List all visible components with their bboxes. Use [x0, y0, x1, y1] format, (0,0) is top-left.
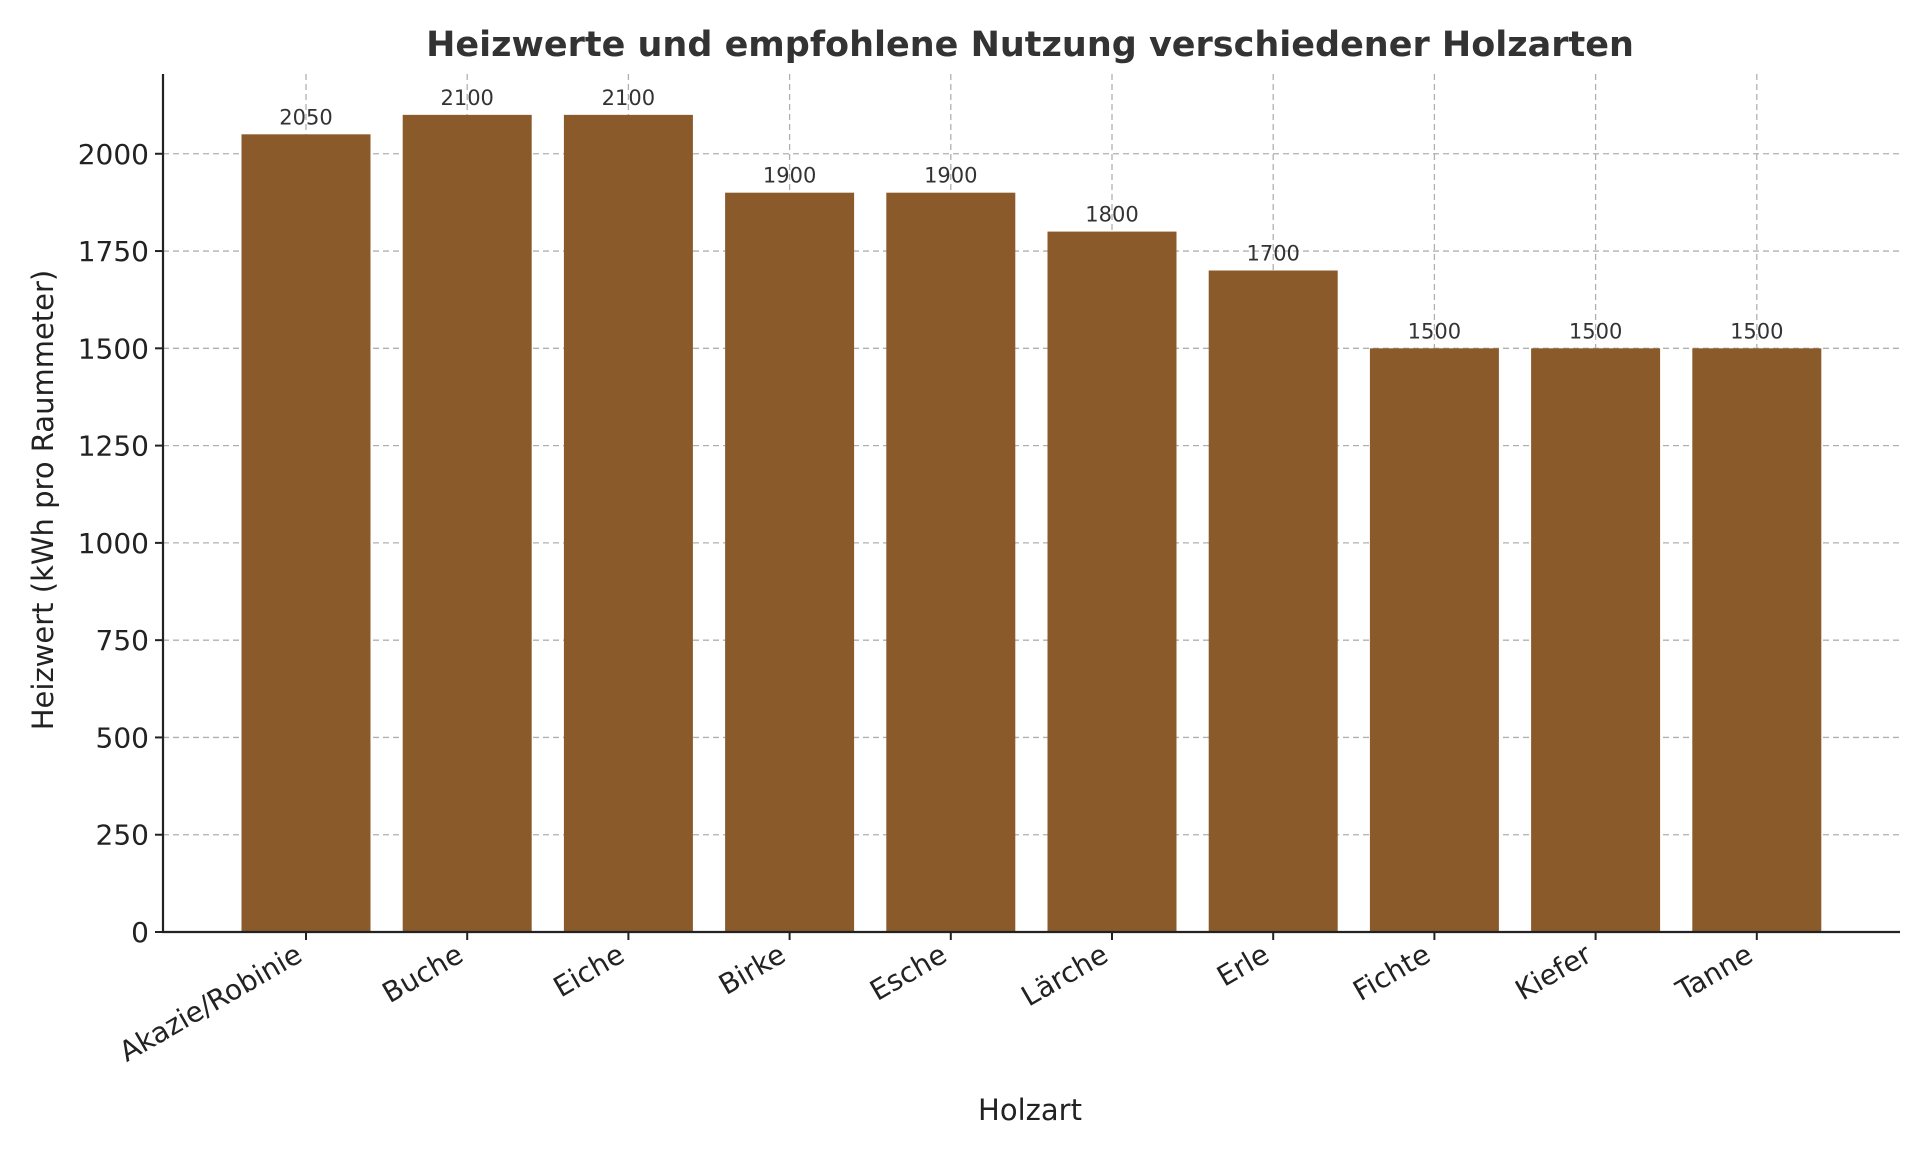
- y-tick-label: 750: [96, 624, 149, 657]
- y-tick-label: 500: [96, 721, 149, 754]
- bar-value-label: 1900: [924, 164, 977, 188]
- bar-value-label: 1800: [1085, 203, 1138, 227]
- bar-kiefer: [1531, 348, 1661, 932]
- x-tick-label: Lärche: [1016, 937, 1114, 1013]
- y-tick-label: 1500: [78, 332, 149, 365]
- bar-value-label: 1900: [763, 164, 816, 188]
- y-tick-label: 250: [96, 819, 149, 852]
- bar-value-label: 1500: [1408, 319, 1461, 343]
- bar-erle: [1208, 270, 1338, 932]
- bar-value-label: 1700: [1246, 242, 1299, 266]
- bar-value-label: 2050: [279, 105, 332, 129]
- bars-layer: [241, 114, 1822, 933]
- x-tick-label: Birke: [713, 937, 791, 1001]
- data-labels-layer: 2050 2100 2100 1900 1900 1800 1700 1500 1500 1500: [279, 86, 1783, 343]
- axes-layer: [161, 74, 1900, 934]
- bar-akazie-robinie: [241, 134, 371, 932]
- x-axis-label: Holzart: [978, 1093, 1082, 1127]
- y-tick-label: 1000: [78, 527, 149, 560]
- x-tick-label: Esche: [864, 937, 952, 1007]
- y-tick-label: 1750: [78, 235, 149, 268]
- bar-tanne: [1692, 348, 1822, 932]
- y-axis-label: Heizwert (kWh pro Raummeter): [26, 270, 60, 731]
- x-tick-label: Kiefer: [1510, 937, 1598, 1007]
- x-tick-label: Buche: [377, 937, 469, 1009]
- y-tick-label: 1250: [78, 430, 149, 463]
- bar-value-label: 2100: [440, 86, 493, 110]
- bar-value-label: 2100: [602, 86, 655, 110]
- x-tick-label: Erle: [1211, 937, 1274, 993]
- x-tick-label: Akazie/Robinie: [114, 937, 308, 1068]
- bar-fichte: [1369, 348, 1499, 932]
- bar-lärche: [1047, 231, 1177, 932]
- x-tick-label: Tanne: [1670, 937, 1759, 1007]
- x-tick-label: Eiche: [548, 937, 630, 1004]
- y-tick-label: 0: [131, 916, 149, 949]
- bar-value-label: 1500: [1569, 319, 1622, 343]
- bar-value-label: 1500: [1730, 319, 1783, 343]
- bar-birke: [725, 192, 855, 932]
- bar-buche: [402, 114, 532, 933]
- bar-esche: [886, 192, 1016, 932]
- y-tick-label: 2000: [78, 138, 149, 171]
- bar-eiche: [563, 114, 693, 933]
- x-tick-label: Fichte: [1347, 937, 1436, 1007]
- chart-title: Heizwerte und empfohlene Nutzung verschi…: [426, 25, 1634, 65]
